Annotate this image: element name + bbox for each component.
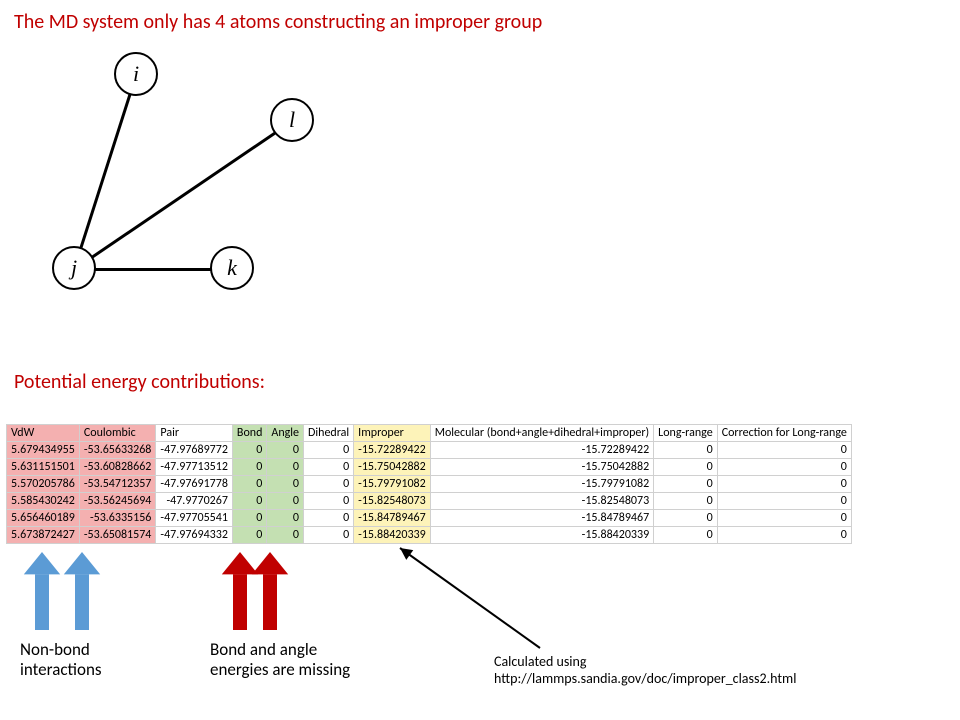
table-cell: 5.673872427 bbox=[7, 527, 80, 544]
table-cell: 0 bbox=[232, 493, 266, 510]
table-cell: -15.88420339 bbox=[430, 527, 653, 544]
table-cell: -47.97694332 bbox=[156, 527, 233, 544]
table-cell: -15.75042882 bbox=[354, 459, 431, 476]
table-cell: 0 bbox=[654, 510, 718, 527]
table-cell: 5.679434955 bbox=[7, 442, 80, 459]
table-cell: -53.60828662 bbox=[79, 459, 156, 476]
col-header: Dihedral bbox=[304, 425, 354, 442]
table-cell: 0 bbox=[232, 442, 266, 459]
table-cell: 5.585430242 bbox=[7, 493, 80, 510]
table-cell: 0 bbox=[267, 493, 304, 510]
table-cell: -15.79791082 bbox=[430, 476, 653, 493]
table-cell: 0 bbox=[267, 476, 304, 493]
table-cell: -15.72289422 bbox=[430, 442, 653, 459]
graph-node-j: j bbox=[52, 246, 96, 290]
annotation-nonbond-line2: interactions bbox=[20, 659, 102, 680]
table-cell: -15.82548073 bbox=[354, 493, 431, 510]
page-title: The MD system only has 4 atoms construct… bbox=[14, 10, 542, 34]
col-header: Molecular (bond+angle+dihedral+improper) bbox=[430, 425, 653, 442]
table-cell: 0 bbox=[267, 442, 304, 459]
table-cell: 5.656460189 bbox=[7, 510, 80, 527]
annotation-calculated-line1: Calculated using bbox=[494, 653, 586, 670]
table-cell: -15.79791082 bbox=[354, 476, 431, 493]
col-header: Angle bbox=[267, 425, 304, 442]
table-cell: -47.97713512 bbox=[156, 459, 233, 476]
graph-edge bbox=[74, 268, 232, 271]
table-cell: 0 bbox=[717, 442, 851, 459]
table-cell: 0 bbox=[717, 459, 851, 476]
table-cell: 0 bbox=[654, 527, 718, 544]
table-cell: -15.88420339 bbox=[354, 527, 431, 544]
table-cell: -15.84789467 bbox=[430, 510, 653, 527]
col-header: Correction for Long-range bbox=[717, 425, 851, 442]
table-row: 5.570205786-53.54712357-47.97691778000-1… bbox=[7, 476, 852, 493]
graph-node-k: k bbox=[210, 246, 254, 290]
table-cell: 0 bbox=[267, 510, 304, 527]
annotation-calculated-line2: http://lammps.sandia.gov/doc/improper_cl… bbox=[494, 670, 796, 687]
graph-node-l: l bbox=[270, 98, 314, 142]
table-row: 5.656460189-53.6335156-47.97705541000-15… bbox=[7, 510, 852, 527]
annotation-nonbond-line1: Non-bond bbox=[20, 639, 90, 660]
table-cell: 0 bbox=[717, 510, 851, 527]
table-row: 5.673872427-53.65081574-47.97694332000-1… bbox=[7, 527, 852, 544]
table-cell: 0 bbox=[304, 442, 354, 459]
table-cell: 0 bbox=[267, 459, 304, 476]
table-cell: 0 bbox=[717, 493, 851, 510]
graph-edge bbox=[73, 75, 138, 270]
table-cell: 0 bbox=[304, 510, 354, 527]
table-cell: -53.6335156 bbox=[79, 510, 156, 527]
table-row: 5.585430242-53.56245694-47.9770267000-15… bbox=[7, 493, 852, 510]
table-cell: 5.570205786 bbox=[7, 476, 80, 493]
graph-edge bbox=[73, 120, 293, 270]
table-cell: 0 bbox=[304, 459, 354, 476]
table-cell: -15.84789467 bbox=[354, 510, 431, 527]
table-cell: 0 bbox=[304, 476, 354, 493]
annotation-nonbond: Non-bond interactions bbox=[20, 640, 102, 681]
table-cell: 0 bbox=[232, 510, 266, 527]
arrow-overlay bbox=[0, 0, 960, 720]
table-cell: -53.56245694 bbox=[79, 493, 156, 510]
table-cell: 0 bbox=[654, 476, 718, 493]
table-cell: -15.82548073 bbox=[430, 493, 653, 510]
table-cell: -53.54712357 bbox=[79, 476, 156, 493]
table-row: 5.679434955-53.65633268-47.97689772000-1… bbox=[7, 442, 852, 459]
col-header: Pair bbox=[156, 425, 233, 442]
table-cell: 0 bbox=[304, 493, 354, 510]
energy-table: VdWCoulombicPairBondAngleDihedralImprope… bbox=[6, 424, 852, 544]
table-cell: 0 bbox=[232, 459, 266, 476]
table-cell: -47.97691778 bbox=[156, 476, 233, 493]
table-cell: -15.75042882 bbox=[430, 459, 653, 476]
table-cell: 0 bbox=[654, 442, 718, 459]
table-cell: -53.65633268 bbox=[79, 442, 156, 459]
col-header: Long-range bbox=[654, 425, 718, 442]
table-cell: 0 bbox=[654, 493, 718, 510]
annotation-bondangle-line1: Bond and angle bbox=[210, 639, 317, 660]
table-cell: -47.97705541 bbox=[156, 510, 233, 527]
table-cell: -15.72289422 bbox=[354, 442, 431, 459]
col-header: Improper bbox=[354, 425, 431, 442]
table-cell: 0 bbox=[232, 527, 266, 544]
section-subtitle: Potential energy contributions: bbox=[14, 370, 265, 394]
col-header: VdW bbox=[7, 425, 80, 442]
table-cell: 5.631151501 bbox=[7, 459, 80, 476]
col-header: Coulombic bbox=[79, 425, 156, 442]
table-cell: 0 bbox=[717, 527, 851, 544]
table-cell: -47.9770267 bbox=[156, 493, 233, 510]
table-cell: 0 bbox=[304, 527, 354, 544]
col-header: Bond bbox=[232, 425, 266, 442]
table-cell: 0 bbox=[232, 476, 266, 493]
table-row: 5.631151501-53.60828662-47.97713512000-1… bbox=[7, 459, 852, 476]
annotation-calculated: Calculated using http://lammps.sandia.go… bbox=[494, 654, 796, 688]
table-cell: -47.97689772 bbox=[156, 442, 233, 459]
table-cell: 0 bbox=[717, 476, 851, 493]
energy-table-wrap: VdWCoulombicPairBondAngleDihedralImprope… bbox=[6, 424, 852, 544]
table-cell: 0 bbox=[267, 527, 304, 544]
graph-node-i: i bbox=[114, 52, 158, 96]
annotation-bondangle: Bond and angle energies are missing bbox=[210, 640, 350, 681]
table-cell: 0 bbox=[654, 459, 718, 476]
annotation-bondangle-line2: energies are missing bbox=[210, 659, 350, 680]
table-cell: -53.65081574 bbox=[79, 527, 156, 544]
